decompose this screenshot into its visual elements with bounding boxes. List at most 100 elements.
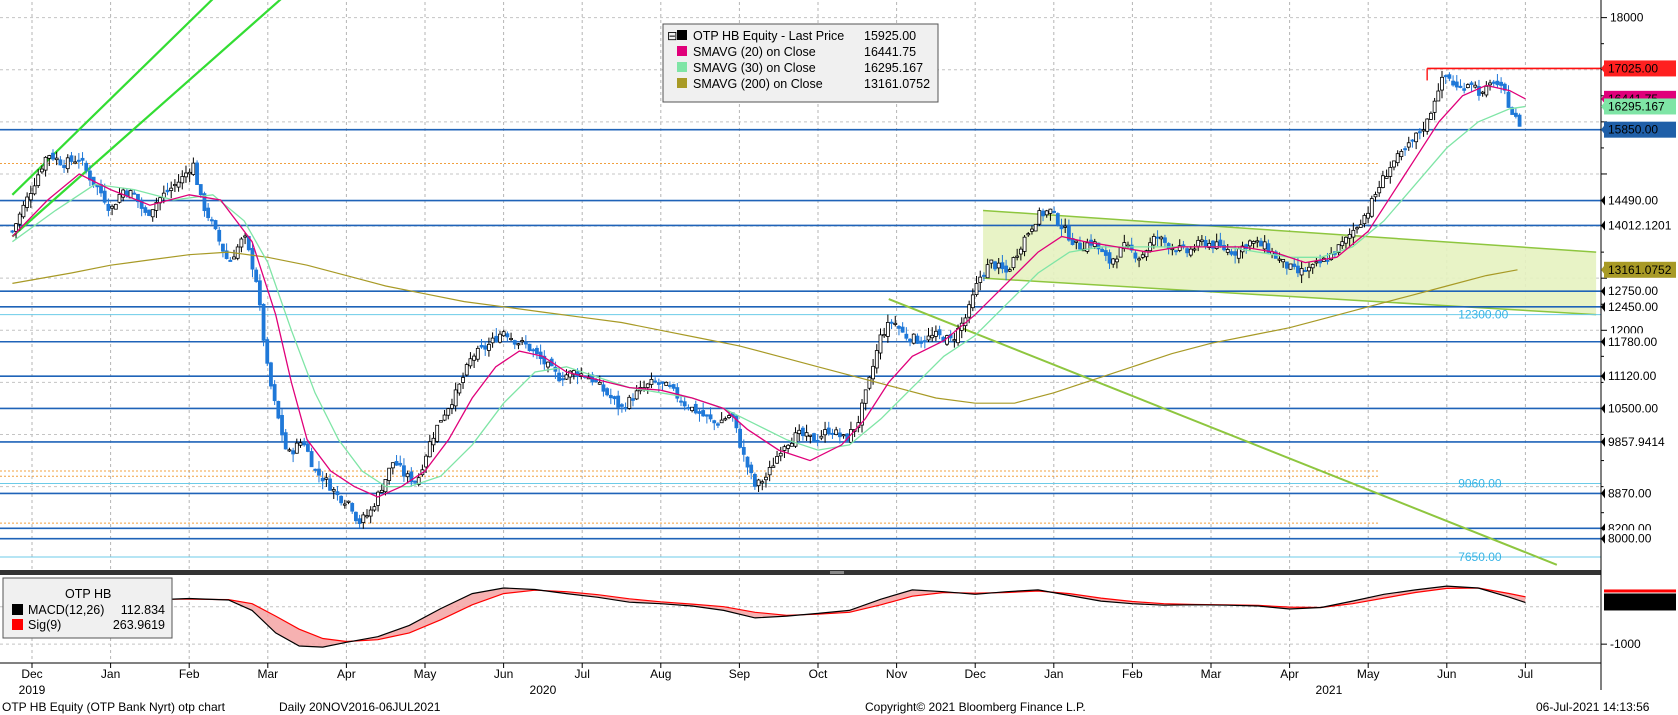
candle-body-102 bbox=[387, 467, 392, 481]
price-candles bbox=[10, 71, 1522, 529]
month-label-0: Dec bbox=[21, 667, 42, 681]
candle-body-299 bbox=[1115, 258, 1119, 263]
level-label-6-pointer bbox=[1601, 371, 1605, 382]
candle-body-322 bbox=[1199, 239, 1204, 243]
candle-body-97 bbox=[368, 509, 373, 517]
candle-body-272 bbox=[1015, 255, 1020, 258]
candle-body-86 bbox=[328, 478, 332, 491]
candle-body-282 bbox=[1052, 210, 1057, 213]
channel-fill bbox=[983, 210, 1597, 315]
candle-body-107 bbox=[405, 473, 410, 478]
signal-line bbox=[12, 587, 1526, 643]
level-label-0-bg bbox=[1604, 121, 1676, 138]
legend-swatch-0 bbox=[677, 30, 687, 40]
cyan-label-0: 12300.00 bbox=[1458, 308, 1508, 322]
candle-body-361 bbox=[1344, 236, 1348, 244]
candle-body-48 bbox=[187, 171, 192, 175]
candle-body-300 bbox=[1118, 247, 1123, 258]
candle-body-85 bbox=[324, 477, 329, 480]
candle-body-262 bbox=[978, 276, 983, 283]
candle-body-318 bbox=[1185, 248, 1190, 254]
level-label-7-text: 10500.00 bbox=[1608, 401, 1658, 415]
candle-body-304 bbox=[1133, 252, 1138, 259]
candle-body-303 bbox=[1129, 244, 1134, 251]
candle-body-187 bbox=[701, 410, 706, 417]
candle-body-334 bbox=[1244, 244, 1249, 249]
candle-body-218 bbox=[815, 439, 820, 442]
level-label-0-text: 15850.00 bbox=[1608, 123, 1658, 137]
candle-body-200 bbox=[749, 464, 754, 474]
candle-body-403 bbox=[1499, 81, 1504, 86]
candle-body-144 bbox=[542, 355, 547, 365]
candle-body-129 bbox=[487, 343, 491, 351]
candle-body-174 bbox=[653, 380, 658, 383]
candle-body-340 bbox=[1266, 243, 1271, 253]
candle-body-99 bbox=[376, 491, 380, 506]
candle-body-37 bbox=[147, 209, 151, 216]
chart-title: OTP HB Equity (OTP Bank Nyrt) otp chart bbox=[2, 700, 226, 714]
candle-body-189 bbox=[708, 414, 713, 420]
month-label-1: Jan bbox=[101, 667, 120, 681]
candle-body-197 bbox=[738, 428, 743, 448]
candle-body-183 bbox=[686, 407, 691, 410]
candle-body-378 bbox=[1406, 142, 1411, 148]
candle-body-138 bbox=[520, 340, 525, 343]
candle-body-19 bbox=[80, 157, 85, 161]
candle-body-173 bbox=[649, 379, 654, 385]
level-label-5-pointer bbox=[1601, 336, 1605, 347]
candle-body-275 bbox=[1026, 233, 1031, 236]
candle-body-96 bbox=[365, 515, 369, 518]
candle-body-259 bbox=[967, 304, 972, 318]
macd-legend-value-1: 263.9619 bbox=[113, 618, 165, 632]
candle-body-343 bbox=[1277, 258, 1282, 261]
candle-body-15 bbox=[65, 157, 70, 170]
level-label-7-pointer bbox=[1601, 403, 1605, 414]
candle-body-246 bbox=[919, 340, 924, 344]
candle-body-327 bbox=[1218, 239, 1223, 246]
candle-body-260 bbox=[970, 294, 975, 309]
macd-line bbox=[12, 585, 1526, 648]
candle-body-323 bbox=[1203, 239, 1208, 247]
value-badge-3-text: 13161.0752 bbox=[1608, 263, 1672, 277]
candle-body-38 bbox=[150, 209, 155, 218]
candle-body-63 bbox=[243, 235, 247, 238]
candle-body-90 bbox=[342, 503, 347, 506]
month-label-14: Feb bbox=[1122, 667, 1143, 681]
macd-legend-value-0: 112.834 bbox=[121, 603, 165, 617]
candle-body-351 bbox=[1307, 266, 1311, 272]
candle-body-388 bbox=[1443, 75, 1448, 78]
candle-body-124 bbox=[468, 358, 473, 367]
legend-collapse-icon[interactable]: ⊟ bbox=[667, 29, 677, 43]
candle-body-89 bbox=[339, 495, 344, 504]
macd-legend-box bbox=[2, 577, 173, 639]
candle-body-140 bbox=[527, 343, 532, 352]
candle-body-160 bbox=[601, 384, 606, 392]
sma20-line bbox=[11, 84, 1526, 498]
candle-body-72 bbox=[276, 400, 281, 419]
candle-body-349 bbox=[1299, 268, 1304, 276]
candle-body-296 bbox=[1103, 250, 1108, 256]
candle-body-178 bbox=[668, 384, 672, 387]
level-label-6-text: 11120.00 bbox=[1608, 369, 1657, 383]
candle-body-87 bbox=[331, 489, 336, 492]
candle-body-109 bbox=[413, 480, 417, 483]
candle-body-131 bbox=[494, 335, 499, 343]
candle-body-383 bbox=[1425, 118, 1430, 132]
candle-body-56 bbox=[217, 229, 222, 242]
candle-body-320 bbox=[1192, 248, 1197, 251]
candle-body-209 bbox=[782, 446, 787, 451]
candle-body-12 bbox=[54, 157, 59, 161]
candle-body-217 bbox=[812, 433, 816, 443]
month-label-17: May bbox=[1357, 667, 1380, 681]
candle-body-248 bbox=[926, 335, 931, 341]
candle-body-57 bbox=[221, 243, 225, 252]
candle-body-0 bbox=[10, 230, 15, 233]
candle-body-366 bbox=[1362, 215, 1367, 225]
candle-body-42 bbox=[165, 189, 170, 193]
candle-body-339 bbox=[1262, 241, 1267, 250]
candle-body-367 bbox=[1366, 212, 1371, 219]
candle-body-130 bbox=[490, 337, 495, 344]
candle-body-375 bbox=[1395, 153, 1400, 164]
